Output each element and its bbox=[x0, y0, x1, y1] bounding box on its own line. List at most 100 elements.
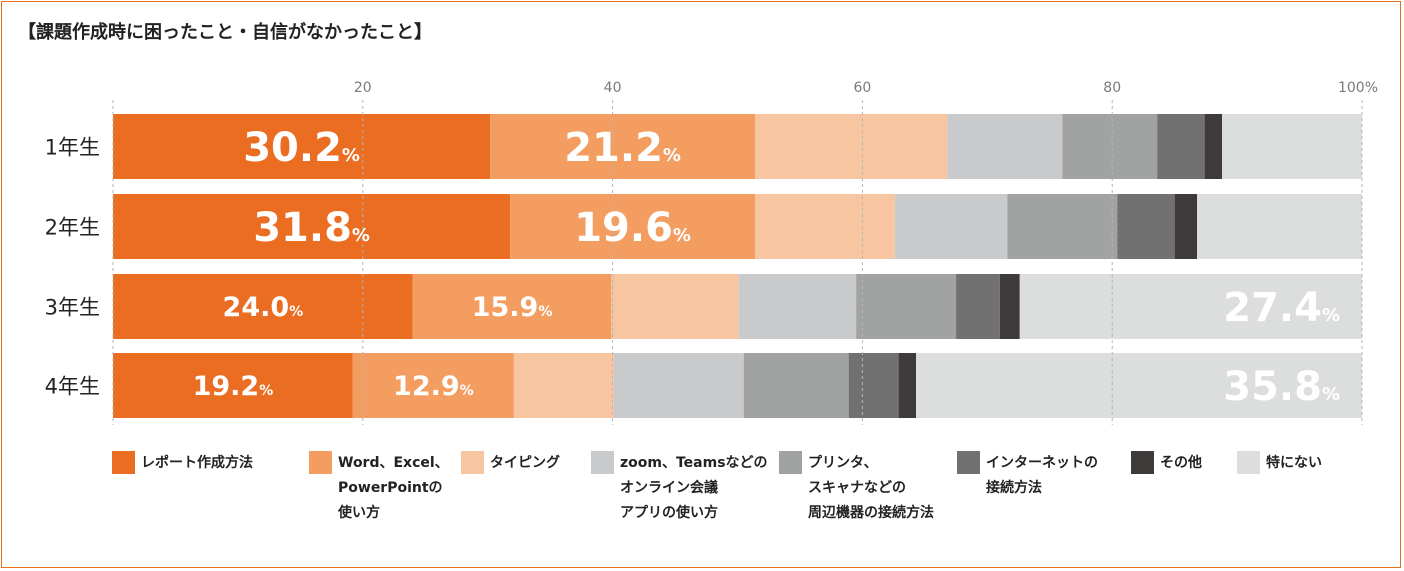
data-label: 27.4% bbox=[1223, 285, 1340, 331]
bar-segment bbox=[513, 353, 614, 418]
data-label-unit: % bbox=[259, 383, 273, 399]
bars-layer bbox=[113, 114, 1362, 418]
bar-segment bbox=[1174, 194, 1198, 259]
x-tick-label: 100% bbox=[1338, 80, 1378, 96]
data-label: 35.8% bbox=[1223, 364, 1340, 410]
legend-label: レポート作成方法 bbox=[141, 455, 253, 471]
data-label-unit: % bbox=[289, 304, 303, 320]
legend-item: プリンタ、 スキャナなどの 周辺機器の接続方法 bbox=[779, 451, 934, 526]
legend-item: タイピング bbox=[461, 451, 560, 476]
bar-segment bbox=[1062, 114, 1158, 179]
data-label-unit: % bbox=[1322, 305, 1340, 326]
legend-swatch bbox=[461, 451, 484, 474]
data-label: 19.6% bbox=[574, 205, 691, 251]
bar-segment bbox=[956, 274, 1000, 339]
bar-segment bbox=[113, 353, 353, 418]
tick-labels: 20 40 60 80 100% bbox=[354, 80, 1378, 96]
legend-swatch bbox=[309, 451, 332, 474]
data-label-value: 19.6 bbox=[574, 205, 673, 251]
data-label: 12.9% bbox=[393, 371, 474, 402]
bar-segment bbox=[947, 114, 1063, 179]
data-label-value: 21.2 bbox=[564, 125, 663, 171]
x-tick-label: 20 bbox=[354, 80, 372, 96]
bar-segment bbox=[1197, 194, 1362, 259]
data-label-unit: % bbox=[538, 304, 552, 320]
bar-segment bbox=[1157, 114, 1205, 179]
x-tick-label: 60 bbox=[853, 80, 871, 96]
data-label-value: 15.9 bbox=[472, 292, 539, 323]
data-labels: 30.2% 21.2%31.8% 19.6%24.0% 15.9% 27.4%19.2%… bbox=[193, 125, 1340, 410]
chart-title: 【課題作成時に困ったこと・自信がなかったこと】 bbox=[18, 22, 432, 43]
bar-segment bbox=[113, 194, 511, 259]
legend-swatch bbox=[1131, 451, 1154, 474]
data-label-value: 35.8 bbox=[1223, 364, 1322, 410]
legend-label: インターネットの 接続方法 bbox=[986, 455, 1098, 496]
data-label: 19.2% bbox=[193, 371, 274, 402]
bar-segment bbox=[1007, 194, 1118, 259]
bar-segment bbox=[613, 353, 744, 418]
legend-item: 特にない bbox=[1237, 451, 1322, 476]
category-label: 4年生 bbox=[45, 375, 100, 399]
bar-segment bbox=[352, 353, 514, 418]
data-label-value: 27.4 bbox=[1223, 285, 1322, 331]
legend-swatch bbox=[591, 451, 614, 474]
data-label-value: 19.2 bbox=[193, 371, 260, 402]
bar-segment bbox=[898, 353, 917, 418]
legend-swatch bbox=[779, 451, 802, 474]
legend-item: レポート作成方法 bbox=[112, 451, 253, 476]
category-label: 3年生 bbox=[45, 296, 100, 320]
x-tick-label: 40 bbox=[604, 80, 622, 96]
data-label-value: 12.9 bbox=[393, 371, 460, 402]
data-label: 24.0% bbox=[223, 292, 304, 323]
legend-label: その他 bbox=[1160, 455, 1202, 471]
bar-segment bbox=[754, 194, 895, 259]
bar-segment bbox=[611, 274, 739, 339]
data-label: 30.2% bbox=[243, 125, 360, 171]
bar-segment bbox=[856, 274, 957, 339]
data-label-value: 30.2 bbox=[243, 125, 342, 171]
bar-segment bbox=[412, 274, 612, 339]
category-label: 1年生 bbox=[45, 136, 100, 160]
data-label-unit: % bbox=[663, 145, 681, 166]
data-label: 31.8% bbox=[253, 205, 370, 251]
bar-segment bbox=[1117, 194, 1175, 259]
legend-label: Word、Excel、 PowerPointの 使い方 bbox=[338, 455, 449, 521]
legend-item: Word、Excel、 PowerPointの 使い方 bbox=[309, 451, 449, 526]
grid-layer bbox=[112, 100, 1363, 425]
data-label-unit: % bbox=[1322, 384, 1340, 405]
bar-segment bbox=[754, 114, 948, 179]
bar-segment bbox=[510, 194, 755, 259]
bar-segment bbox=[999, 274, 1020, 339]
bar-segment bbox=[743, 353, 849, 418]
data-label-unit: % bbox=[352, 225, 370, 246]
legend-label: 特にない bbox=[1266, 455, 1322, 471]
bar-segment bbox=[1222, 114, 1362, 179]
legend-label: タイピング bbox=[490, 455, 560, 471]
x-tick-label: 80 bbox=[1103, 80, 1121, 96]
bar-segment bbox=[894, 194, 1008, 259]
legend-item: その他 bbox=[1131, 451, 1202, 476]
category-labels: 1年生 2年生 3年生 4年生 bbox=[45, 136, 100, 399]
data-label: 15.9% bbox=[472, 292, 553, 323]
bar-segment bbox=[848, 353, 899, 418]
legend-swatch bbox=[1237, 451, 1260, 474]
legend-label: zoom、Teamsなどの オンライン会議 アプリの使い方 bbox=[620, 455, 768, 521]
data-label-unit: % bbox=[673, 225, 691, 246]
bar-segment bbox=[738, 274, 857, 339]
data-label: 21.2% bbox=[564, 125, 681, 171]
bar-segment bbox=[113, 114, 491, 179]
legend-item: インターネットの 接続方法 bbox=[957, 451, 1098, 501]
data-label-unit: % bbox=[342, 145, 360, 166]
legend-swatch bbox=[112, 451, 135, 474]
bar-segment bbox=[1204, 114, 1223, 179]
category-label: 2年生 bbox=[45, 216, 100, 240]
legend: レポート作成方法 Word、Excel、 PowerPointの 使い方 タイピング… bbox=[0, 451, 1404, 561]
data-label-unit: % bbox=[460, 383, 474, 399]
bar-segment bbox=[916, 353, 1362, 418]
legend-label: プリンタ、 スキャナなどの 周辺機器の接続方法 bbox=[808, 455, 934, 521]
data-label-value: 31.8 bbox=[253, 205, 352, 251]
legend-swatch bbox=[957, 451, 980, 474]
bar-segment bbox=[1019, 274, 1362, 339]
